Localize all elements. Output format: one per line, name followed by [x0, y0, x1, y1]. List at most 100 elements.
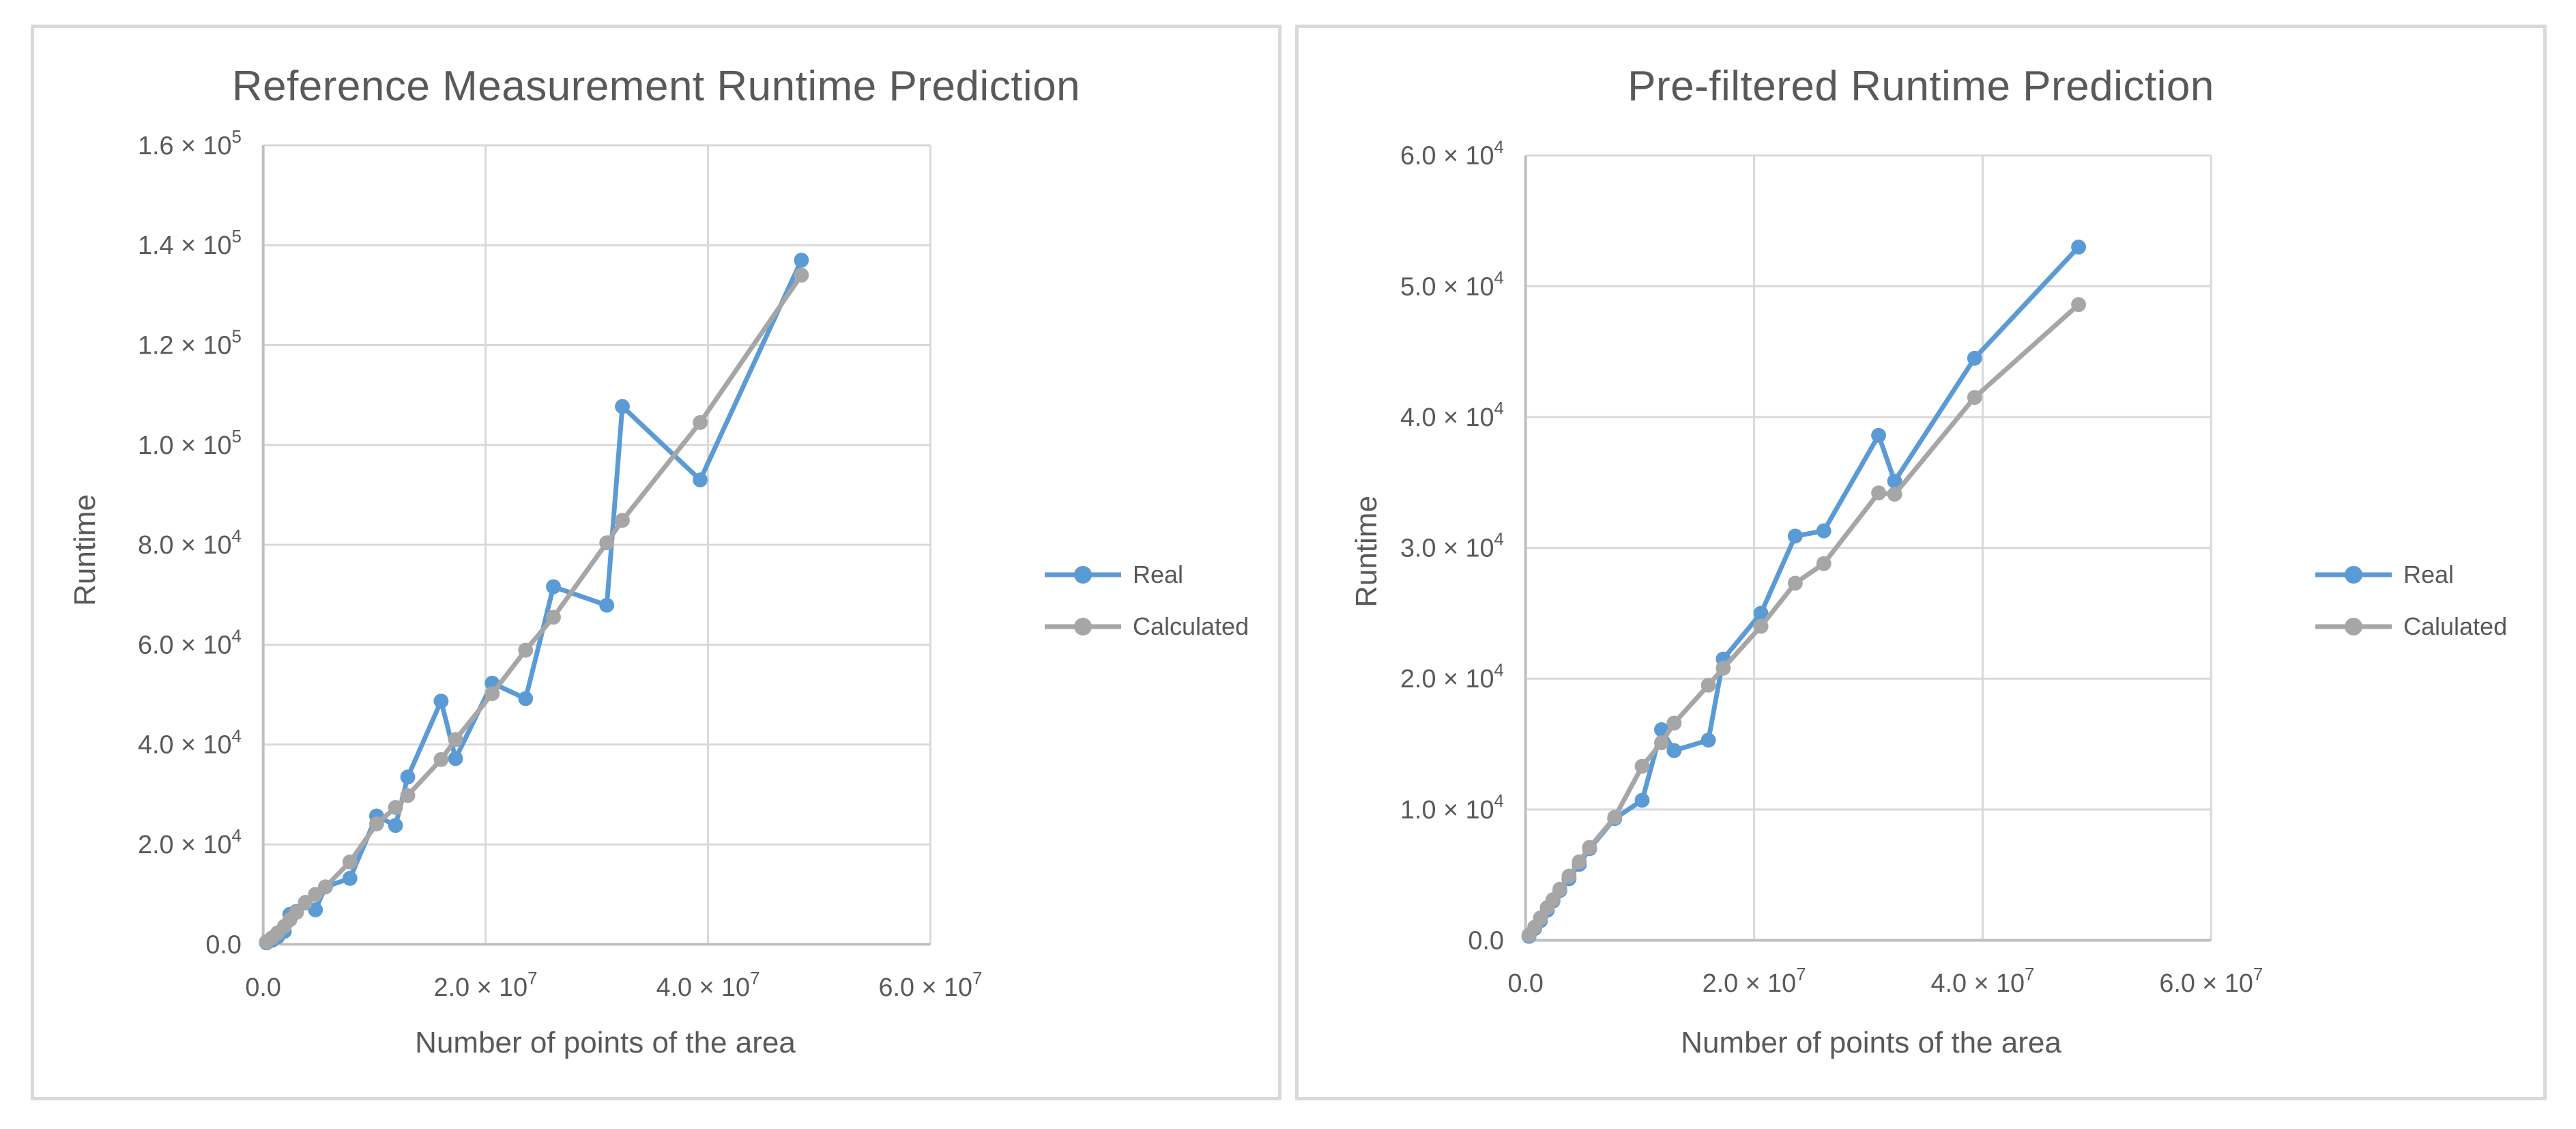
x-tick-label: 4.0 × 107 — [1930, 965, 2034, 997]
y-tick-label: 0.0 — [1468, 926, 1503, 954]
data-point-real — [615, 399, 630, 414]
data-point-real — [1871, 427, 1886, 443]
data-point-real — [388, 818, 403, 833]
data-point-calculated — [518, 642, 534, 658]
data-point-calculated — [794, 268, 809, 283]
x-tick-label: 6.0 × 107 — [2159, 965, 2263, 997]
x-axis-title: Number of points of the area — [1681, 1026, 2061, 1059]
x-tick-label: 4.0 × 107 — [656, 969, 760, 1001]
legend-label: Real — [2403, 560, 2455, 588]
data-point-real — [1787, 528, 1803, 544]
chart-panel-prefiltered: Pre-filtered Runtime Prediction 0.0 2.0 ×… — [1295, 25, 2547, 1100]
data-point-real — [1701, 732, 1716, 748]
x-tick-label: 0.0 — [245, 973, 280, 1001]
data-point-calculated — [433, 752, 449, 767]
legend-label: Calulated — [2403, 612, 2508, 640]
data-point-real — [1967, 350, 1982, 366]
legend-item-real: Real — [1043, 560, 1249, 589]
data-point-calculated — [400, 788, 416, 803]
data-point-real — [693, 472, 708, 487]
data-point-calulated — [1582, 840, 1597, 855]
data-point-calulated — [1561, 868, 1577, 884]
legend-marker-calulated — [2315, 618, 2392, 635]
y-tick-label: 2.0 × 104 — [1400, 661, 1504, 693]
data-point-calculated — [388, 800, 403, 815]
series-line-real — [264, 257, 804, 945]
data-point-real — [448, 751, 463, 767]
chart-title: Reference Measurement Runtime Prediction — [231, 63, 1081, 110]
data-point-calculated — [298, 895, 313, 910]
data-point-calulated — [1787, 575, 1803, 591]
data-point-real — [794, 253, 809, 268]
legend-item-calulated: Calulated — [2313, 612, 2507, 641]
legend-label: Real — [1133, 560, 1184, 588]
data-point-real — [1753, 605, 1769, 621]
data-point-calulated — [1607, 810, 1623, 825]
y-tick-label: 0.0 — [205, 930, 241, 958]
y-tick-label: 1.2 × 105 — [138, 328, 242, 360]
data-point-calculated — [368, 816, 384, 832]
y-tick-label: 1.4 × 105 — [138, 227, 242, 259]
series-line-real — [1526, 244, 2081, 939]
data-point-real — [2071, 240, 2086, 255]
data-point-calculated — [484, 686, 500, 702]
data-point-calculated — [318, 879, 333, 895]
legend-item-calculated: Calculated — [1043, 612, 1249, 641]
y-tick-label: 8.0 × 104 — [138, 527, 242, 559]
y-tick-label: 6.0 × 104 — [1400, 138, 1504, 170]
y-tick-label: 3.0 × 104 — [1400, 530, 1504, 562]
y-tick-label: 1.0 × 104 — [1400, 792, 1504, 824]
x-tick-label: 0.0 — [1507, 969, 1543, 997]
x-tick-label: 2.0 × 107 — [1703, 965, 1806, 997]
legend-marker-real — [1045, 566, 1121, 584]
y-tick-label: 6.0 × 104 — [138, 627, 242, 659]
y-tick-label: 4.0 × 104 — [138, 727, 242, 759]
data-point-real — [1666, 743, 1682, 758]
data-point-calulated — [1753, 618, 1769, 634]
series-line-calculated — [264, 272, 804, 945]
data-point-calculated — [342, 854, 358, 870]
data-point-calculated — [693, 414, 708, 430]
legend-marker-real — [2315, 566, 2392, 584]
y-tick-label: 1.6 × 105 — [138, 128, 242, 160]
data-point-calculated — [546, 610, 561, 625]
x-tick-label: 2.0 × 107 — [434, 969, 538, 1001]
data-point-calulated — [1716, 660, 1731, 676]
data-point-real — [518, 691, 534, 706]
data-point-calulated — [1871, 485, 1886, 501]
data-point-real — [1816, 523, 1832, 539]
data-point-calculated — [599, 535, 615, 551]
data-point-real — [599, 597, 615, 613]
data-point-calculated — [448, 732, 463, 747]
series-line-calulated — [1526, 302, 2081, 938]
data-point-real — [342, 870, 358, 886]
data-point-calulated — [1552, 881, 1567, 897]
data-point-calulated — [1572, 854, 1587, 870]
y-tick-label: 5.0 × 104 — [1400, 268, 1504, 300]
data-point-real — [400, 769, 416, 785]
x-tick-label: 6.0 × 107 — [878, 969, 982, 1001]
data-point-real — [546, 579, 561, 595]
y-axis-title: Runtime — [1350, 496, 1383, 608]
data-point-calulated — [1887, 487, 1902, 502]
legend: Real Calculated — [1043, 560, 1249, 641]
y-tick-label: 2.0 × 104 — [138, 827, 242, 859]
legend-label: Calculated — [1133, 612, 1249, 640]
data-point-calulated — [1654, 735, 1669, 751]
data-point-calculated — [615, 513, 630, 528]
data-point-real — [1634, 792, 1650, 808]
data-point-calulated — [1666, 715, 1682, 731]
plot-area: 0.0 2.0 × 107 4.0 × 107 6.0 × 107 0.0 2.0 × 1… — [138, 128, 982, 1001]
legend-item-real: Real — [2313, 560, 2507, 589]
data-point-calulated — [1701, 677, 1716, 693]
plot-area: 0.0 2.0 × 107 4.0 × 107 6.0 × 107 0.0 1.0 × 1… — [1400, 138, 2263, 997]
legend-marker-calculated — [1045, 618, 1121, 635]
data-point-calulated — [1816, 556, 1832, 571]
data-point-calulated — [2071, 297, 2086, 313]
x-axis-title: Number of points of the area — [415, 1026, 796, 1059]
data-point-calulated — [1967, 390, 1982, 405]
data-point-real — [433, 694, 449, 709]
data-point-real — [1887, 473, 1902, 489]
data-point-calculated — [289, 904, 304, 920]
